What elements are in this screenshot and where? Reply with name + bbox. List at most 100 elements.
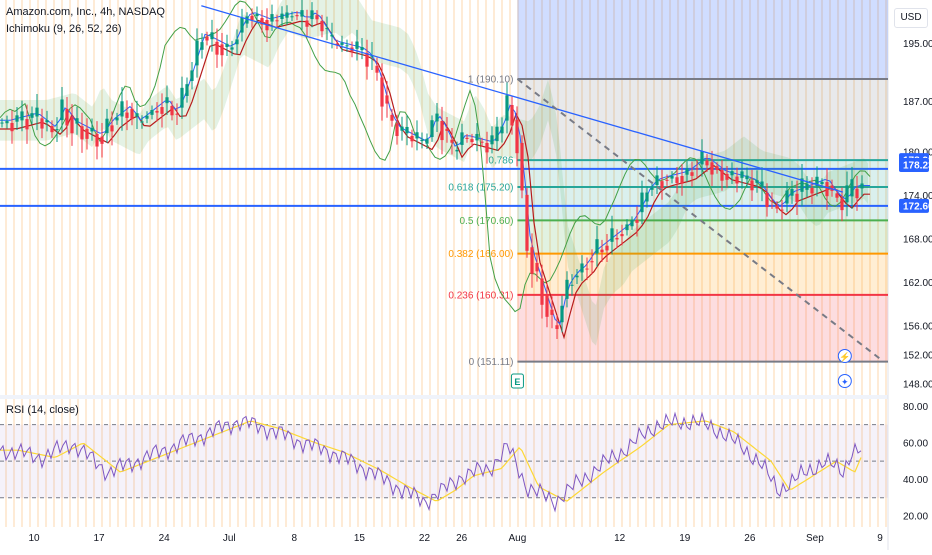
- rsi-legend: RSI (14, close): [6, 404, 79, 416]
- candle-body: [190, 70, 194, 81]
- candle-body: [315, 15, 319, 20]
- candle-body: [705, 160, 709, 166]
- candle-body: [175, 113, 179, 115]
- fib-zone: [517, 294, 888, 362]
- ichimoku-kijun: [0, 19, 870, 340]
- price-tick-label: 195.00: [903, 39, 932, 50]
- time-tick-label: 8: [292, 533, 298, 544]
- ichimoku-lagging-span: [0, 0, 871, 313]
- candle-body: [585, 268, 589, 270]
- candle-body: [525, 194, 529, 251]
- event-star-icon: [837, 374, 852, 388]
- candle-body: [775, 205, 779, 209]
- candle-body: [660, 181, 664, 189]
- candle-body: [580, 263, 584, 273]
- candle-body: [90, 127, 94, 132]
- fib-level-label: 0.382 (166.00): [448, 249, 513, 260]
- candle-body: [740, 171, 744, 178]
- candle-body: [430, 120, 434, 138]
- candle-body: [15, 115, 19, 122]
- fib-zone: [517, 220, 888, 254]
- candle-body: [520, 142, 524, 191]
- candle-body: [495, 126, 499, 142]
- candle-body: [145, 115, 149, 119]
- earnings-icon-glyph: E: [514, 377, 520, 387]
- date-range-highlight: [517, 0, 888, 79]
- candle-body: [185, 84, 189, 96]
- candle-body: [125, 112, 129, 118]
- candle-body: [255, 13, 259, 17]
- candle-body: [60, 99, 64, 121]
- candle-body: [395, 123, 399, 137]
- candle-body: [785, 190, 789, 204]
- candle-body: [280, 13, 284, 19]
- rsi-tick-label: 20.00: [903, 512, 928, 523]
- price-tick-label: 156.00: [903, 322, 932, 333]
- candle-body: [620, 234, 624, 237]
- candle-body: [730, 171, 734, 176]
- price-pane[interactable]: 1 (190.10) 0.786 0.618 (175.20) 0.5 (170.60…: [0, 0, 888, 389]
- fib-level-label: 1 (190.10): [468, 75, 514, 86]
- candle-body: [170, 105, 174, 116]
- time-tick-label: 19: [679, 533, 691, 544]
- candle-body: [165, 97, 169, 104]
- candle-body: [195, 40, 199, 66]
- candle-body: [575, 275, 579, 278]
- price-axis[interactable]: 195.00187.00180.00174.00168.00162.00156.…: [899, 39, 932, 523]
- time-tick-label: 24: [159, 533, 171, 544]
- candle-body: [25, 119, 29, 130]
- time-axis[interactable]: 10 17 24 Jul 8 15 22 26 Aug 12 19 26 Sep 9: [28, 533, 883, 544]
- price-label-box: [899, 198, 929, 213]
- candle-body: [535, 262, 539, 272]
- candle-body: [530, 247, 534, 274]
- price-label-box: [899, 158, 929, 173]
- candle-body: [225, 43, 229, 47]
- candle-body: [320, 20, 324, 32]
- candle-body: [355, 41, 359, 49]
- time-tick-label: 22: [419, 533, 431, 544]
- rsi-pane[interactable]: [0, 411, 888, 513]
- candle-body: [325, 28, 329, 30]
- candle-body: [300, 10, 304, 17]
- candle-body: [850, 179, 854, 197]
- candle-body: [770, 200, 774, 202]
- currency-badge[interactable]: USD: [894, 8, 928, 28]
- candle-body: [240, 17, 244, 33]
- candle-body: [155, 110, 159, 113]
- candle-body: [600, 249, 604, 253]
- candle-body: [725, 173, 729, 180]
- candle-body: [810, 187, 814, 194]
- candle-body: [445, 128, 449, 131]
- candle-body: [590, 261, 594, 263]
- candle-body: [625, 224, 629, 231]
- candle-body: [675, 177, 679, 184]
- candle-body: [230, 47, 234, 50]
- candle-body: [790, 188, 794, 196]
- rsi-tick-label: 60.00: [903, 438, 928, 449]
- candle-body: [480, 141, 484, 143]
- time-tick-label: 9: [877, 533, 883, 544]
- rsi-tick-label: 40.00: [903, 475, 928, 486]
- candle-body: [650, 187, 654, 190]
- candle-body: [345, 45, 349, 47]
- candle-body: [80, 126, 84, 140]
- time-tick-label: 15: [354, 533, 366, 544]
- candle-body: [375, 65, 379, 73]
- candle-body: [235, 39, 239, 45]
- candle-body: [40, 118, 44, 129]
- candle-body: [550, 309, 554, 315]
- candle-body: [215, 41, 219, 55]
- candle-body: [85, 128, 89, 139]
- ichimoku-cloud: [0, 0, 868, 346]
- candle-body: [200, 42, 204, 50]
- candle-body: [365, 52, 369, 67]
- candle-body: [640, 192, 644, 213]
- candle-body: [45, 120, 49, 123]
- time-tick-label: 26: [456, 533, 468, 544]
- candle-body: [665, 179, 669, 181]
- earnings-icon: [510, 373, 524, 389]
- candle-body: [220, 44, 224, 56]
- candle-body: [455, 149, 459, 152]
